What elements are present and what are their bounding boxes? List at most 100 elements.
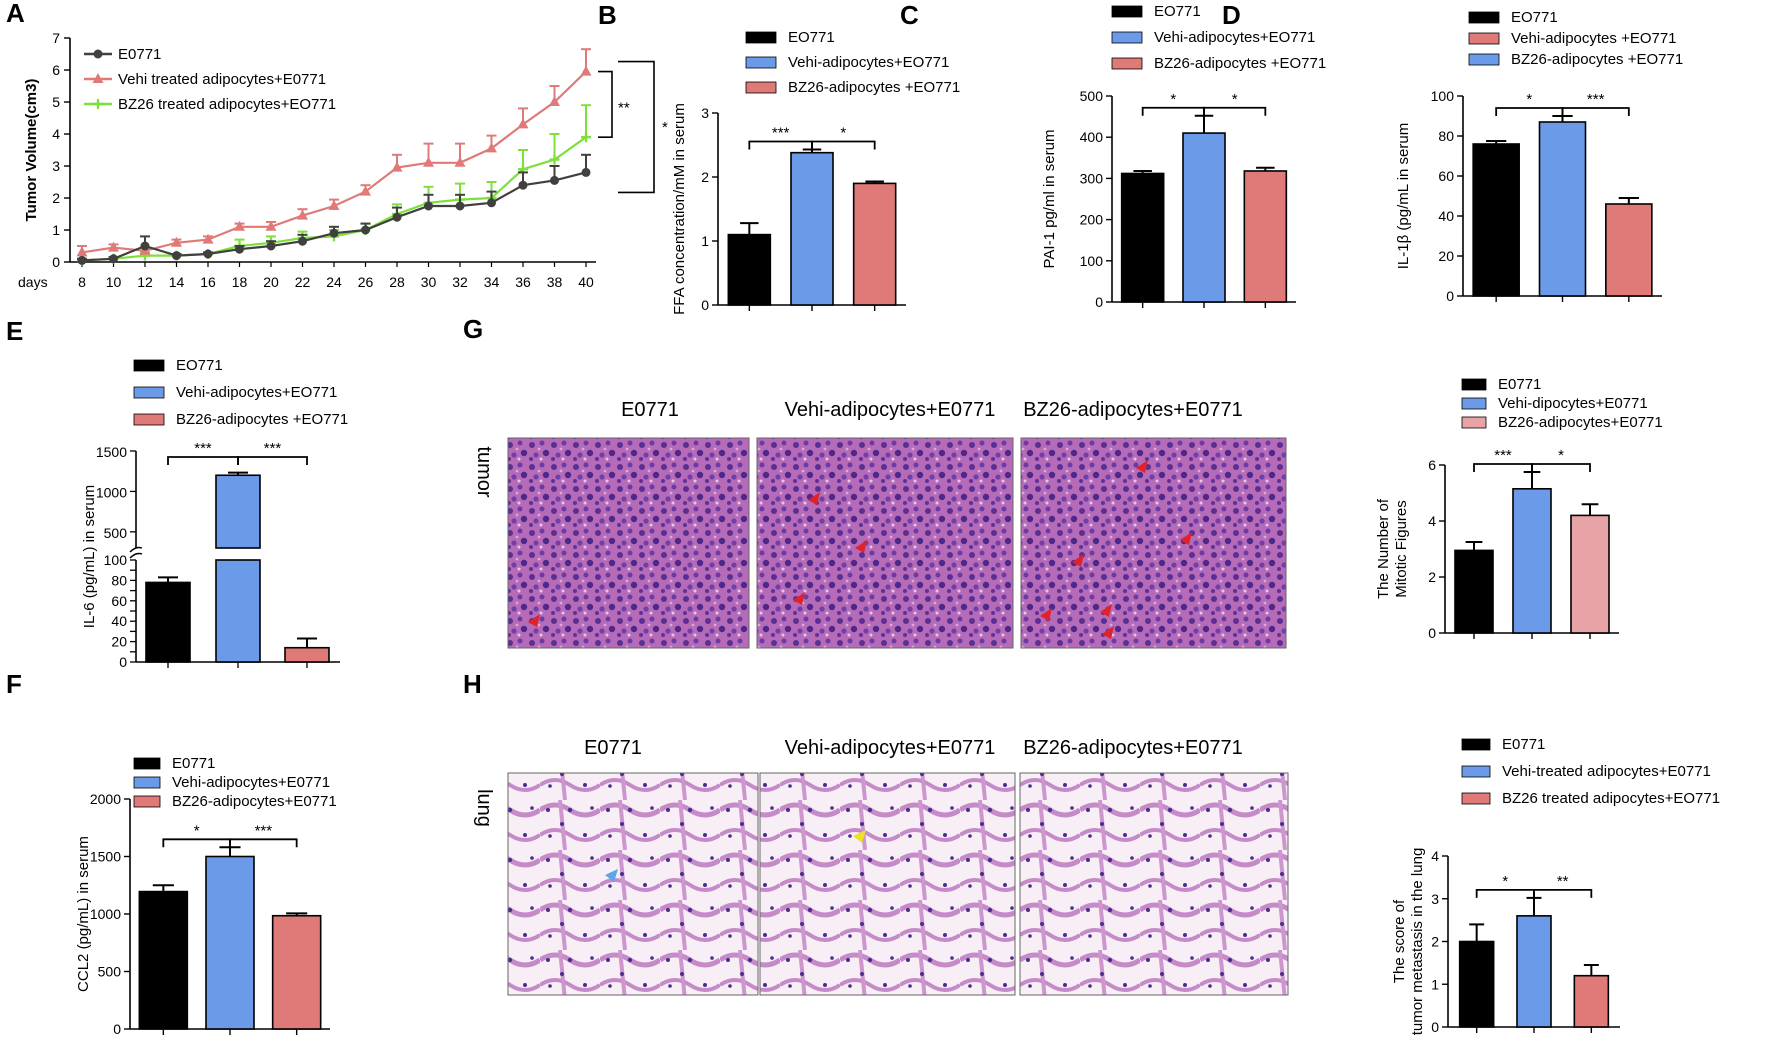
x-axis-label: days <box>18 274 48 290</box>
significance-bracket <box>811 140 876 150</box>
axis-break <box>129 546 143 559</box>
legend-swatch <box>1461 738 1491 751</box>
data-point <box>580 65 592 76</box>
data-point <box>328 200 340 210</box>
series-line <box>77 104 591 266</box>
significance-bracket <box>237 456 308 465</box>
data-point <box>235 244 244 254</box>
x-tick-label: 30 <box>421 274 437 290</box>
data-point <box>391 161 403 172</box>
significance-bracket <box>748 140 813 150</box>
y-tick-label: 0 <box>1431 1019 1439 1035</box>
legend-swatch <box>1468 32 1500 45</box>
legend-label: Vehi-adipocytes+EO771 <box>1154 29 1315 46</box>
x-tick-label: 26 <box>358 274 374 290</box>
data-point <box>549 154 560 165</box>
y-tick-label: 0 <box>113 1021 121 1037</box>
legend-label: BZ26-adipocytes+E0771 <box>1498 414 1663 431</box>
x-tick-label: 8 <box>78 274 86 290</box>
bar <box>1243 170 1288 303</box>
metastasis-arrow-icon <box>605 869 618 882</box>
y-tick-label: 20 <box>111 634 127 650</box>
bar <box>138 890 189 1030</box>
legend-swatch <box>1468 53 1500 66</box>
significance-label: *** <box>264 440 282 457</box>
x-tick-label: 20 <box>263 274 279 290</box>
y-tick-label: 60 <box>1438 168 1454 184</box>
y-tick-label: 60 <box>111 593 127 609</box>
legend-label: EO771 <box>176 357 223 374</box>
data-point <box>550 175 559 185</box>
lung-image-bz26 <box>1019 772 1289 996</box>
mitotic-arrow-icon <box>1040 608 1052 621</box>
y-axis-label: Tumor Volume(cm3) <box>23 79 40 222</box>
data-point <box>171 236 182 247</box>
y-tick-label: 1500 <box>96 444 127 460</box>
data-point <box>93 49 103 59</box>
x-tick-label: 38 <box>547 274 563 290</box>
y-tick-label: 3 <box>701 105 709 121</box>
significance-label: *** <box>194 440 212 457</box>
legend-label: E0771 <box>172 755 215 772</box>
legend-swatch <box>1111 31 1143 44</box>
x-tick-label: 28 <box>389 274 405 290</box>
significance-bracket <box>1495 107 1564 116</box>
y-tick-label: 2 <box>52 190 60 206</box>
y-tick-label: 400 <box>1080 129 1104 145</box>
significance-label: * <box>1232 91 1238 108</box>
data-point <box>76 246 88 257</box>
mitotic-arrow-icon <box>1100 604 1112 617</box>
bar <box>271 914 322 1030</box>
y-axis-label: PAI-1 pg/ml in serum <box>1041 130 1058 269</box>
x-tick-label: 34 <box>484 274 500 290</box>
y-tick-label: 2 <box>1431 934 1439 950</box>
significance-bracket <box>1475 888 1535 898</box>
legend-label: E0771 <box>1498 376 1541 393</box>
mitotic-arrow-icon <box>528 614 540 627</box>
bar <box>145 581 191 663</box>
panel-label-e: E <box>6 316 23 346</box>
significance-label: *** <box>1587 91 1605 108</box>
legend-label: Vehi-adipocytes+EO771 <box>788 54 949 71</box>
data-point <box>455 201 465 211</box>
bar <box>215 559 261 663</box>
y-tick-label: 0 <box>52 254 60 270</box>
legend-label: Vehi-adipocytes+EO771 <box>176 384 337 401</box>
legend-swatch <box>745 31 777 44</box>
significance-bracket <box>1531 463 1591 472</box>
x-tick-label: 10 <box>106 274 122 290</box>
mitotic-arrow-icon <box>1072 554 1084 567</box>
y-tick-label: 6 <box>52 62 60 78</box>
bar <box>727 233 772 306</box>
legend-label: Vehi-adipocytes +EO771 <box>1511 30 1677 47</box>
significance-label: * <box>1526 91 1532 108</box>
bar <box>215 474 261 549</box>
tumor-image-bz26 <box>1020 437 1287 649</box>
data-point <box>265 220 277 231</box>
y-axis-label: tumor metastasis in the lung <box>1409 848 1426 1036</box>
y-tick-label: 0 <box>1446 288 1454 304</box>
legend-swatch <box>133 359 165 372</box>
data-point <box>361 225 370 235</box>
y-tick-label: 2 <box>701 169 709 185</box>
legend-swatch <box>133 413 165 426</box>
significance-label: *** <box>1494 447 1512 464</box>
y-axis-label: The Number of <box>1375 498 1392 599</box>
bar <box>1570 514 1610 634</box>
legend-swatch <box>1461 792 1491 805</box>
bar <box>205 855 255 1030</box>
data-point <box>454 156 466 167</box>
legend-swatch <box>133 386 165 399</box>
significance-label: * <box>662 119 668 136</box>
y-axis-label: IL-1β (pg/mL in serum <box>1395 123 1412 269</box>
data-point <box>487 198 496 208</box>
lung-title-3: BZ26-adipocytes+E0771 <box>1023 737 1243 759</box>
significance-bracket <box>1533 888 1593 898</box>
legend-label: BZ26 treated adipocytes+EO771 <box>1502 790 1720 807</box>
data-point <box>109 254 118 264</box>
x-tick-label: 12 <box>137 274 153 290</box>
